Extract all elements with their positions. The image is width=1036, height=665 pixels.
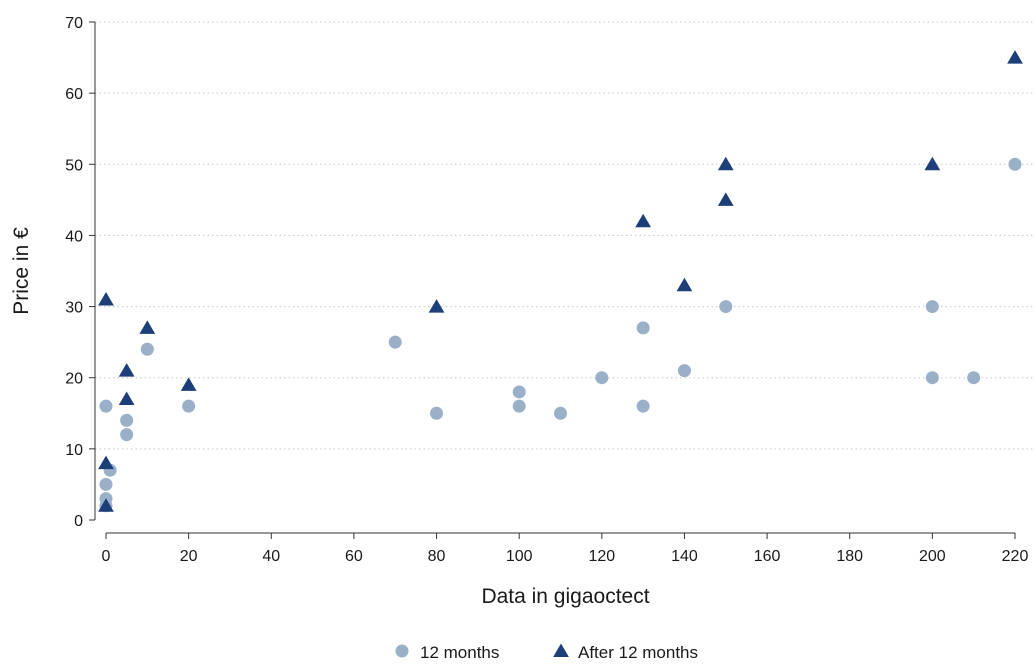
data-point-circle [925,371,939,385]
data-point-circle [120,413,134,427]
x-tick-label: 20 [180,548,198,565]
y-axis-title: Price in € [10,227,33,315]
legend-label-after-12-months: After 12 months [578,643,698,662]
y-tick-label: 30 [65,300,83,317]
y-tick-label: 40 [65,228,83,245]
x-tick-label: 0 [102,548,111,565]
data-point-triangle [118,363,135,377]
data-point-circle [99,399,113,413]
x-tick-label: 40 [262,548,280,565]
x-tick-label: 200 [919,548,946,565]
y-tick-label: 70 [65,15,83,32]
data-point-circle [636,321,650,335]
data-point-circle [677,364,691,378]
data-point-circle [1008,157,1022,171]
data-point-circle [182,399,196,413]
data-point-triangle [428,299,445,313]
data-point-circle [595,371,609,385]
legend: 12 months After 12 months [395,643,698,662]
data-point-triangle [98,455,114,470]
axes [94,22,1015,534]
data-point-circle [512,385,526,399]
legend-label-12-months: 12 months [420,643,499,662]
y-axis-ticks: 0 10 20 30 40 50 60 70 [65,15,95,530]
x-tick-label: 220 [1002,548,1029,565]
legend-marker-12-months [395,644,409,658]
series-12-months [99,157,1022,513]
x-tick-label: 80 [428,548,446,565]
data-point-triangle [924,156,941,171]
data-point-triangle [98,498,114,512]
x-tick-label: 100 [506,548,533,565]
data-point-circle [967,371,981,385]
y-tick-label: 0 [74,513,83,530]
x-tick-label: 180 [836,548,863,565]
data-point-triangle [139,320,156,334]
data-point-triangle [1007,50,1023,64]
x-axis-title: Data in gigaoctect [481,585,649,608]
grid-lines [95,21,1033,450]
legend-marker-after-12-months [553,643,569,657]
data-point-circle [430,406,444,420]
x-tick-label: 140 [671,548,698,565]
data-point-circle [512,399,526,413]
x-tick-label: 160 [754,548,781,565]
data-points [98,50,1023,513]
data-point-circle [925,300,939,314]
data-point-triangle [118,391,135,406]
y-tick-label: 50 [65,157,83,174]
data-point-triangle [180,377,197,391]
series-after-12-months [98,50,1023,512]
x-axis-ticks: 0 20 40 60 80 100 120 140 160 180 200 220 [102,533,1029,565]
y-tick-label: 20 [65,371,83,388]
data-point-circle [554,406,567,420]
x-tick-label: 120 [588,548,615,565]
data-point-circle [99,477,113,491]
data-point-circle [120,428,134,442]
data-point-circle [636,399,650,413]
data-point-triangle [676,277,693,292]
data-point-triangle [717,192,734,206]
data-point-triangle [98,291,114,306]
y-tick-label: 10 [65,442,83,459]
x-tick-label: 60 [345,548,363,565]
data-point-triangle [635,213,652,228]
data-point-triangle [717,156,734,171]
data-point-circle [719,300,733,314]
data-point-circle [140,342,154,356]
data-point-circle [388,335,402,349]
y-tick-label: 60 [65,86,83,103]
